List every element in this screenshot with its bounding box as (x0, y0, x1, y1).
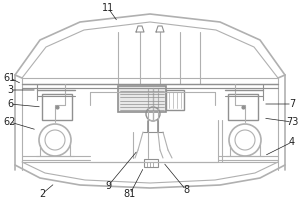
Text: 9: 9 (105, 181, 111, 191)
Bar (42, 94, 72, 120)
Bar (228, 94, 258, 120)
Text: 3: 3 (7, 85, 13, 95)
Text: 7: 7 (289, 99, 295, 109)
Text: 6: 6 (7, 99, 13, 109)
Text: 73: 73 (286, 117, 298, 127)
Bar (144, 159, 158, 167)
Bar (166, 90, 184, 110)
Text: 11: 11 (102, 3, 114, 13)
Text: 61: 61 (4, 73, 16, 83)
Bar (118, 86, 166, 112)
Text: 8: 8 (183, 185, 189, 195)
Text: 62: 62 (4, 117, 16, 127)
Text: 2: 2 (39, 189, 45, 199)
Text: 4: 4 (289, 137, 295, 147)
Text: 81: 81 (124, 189, 136, 199)
